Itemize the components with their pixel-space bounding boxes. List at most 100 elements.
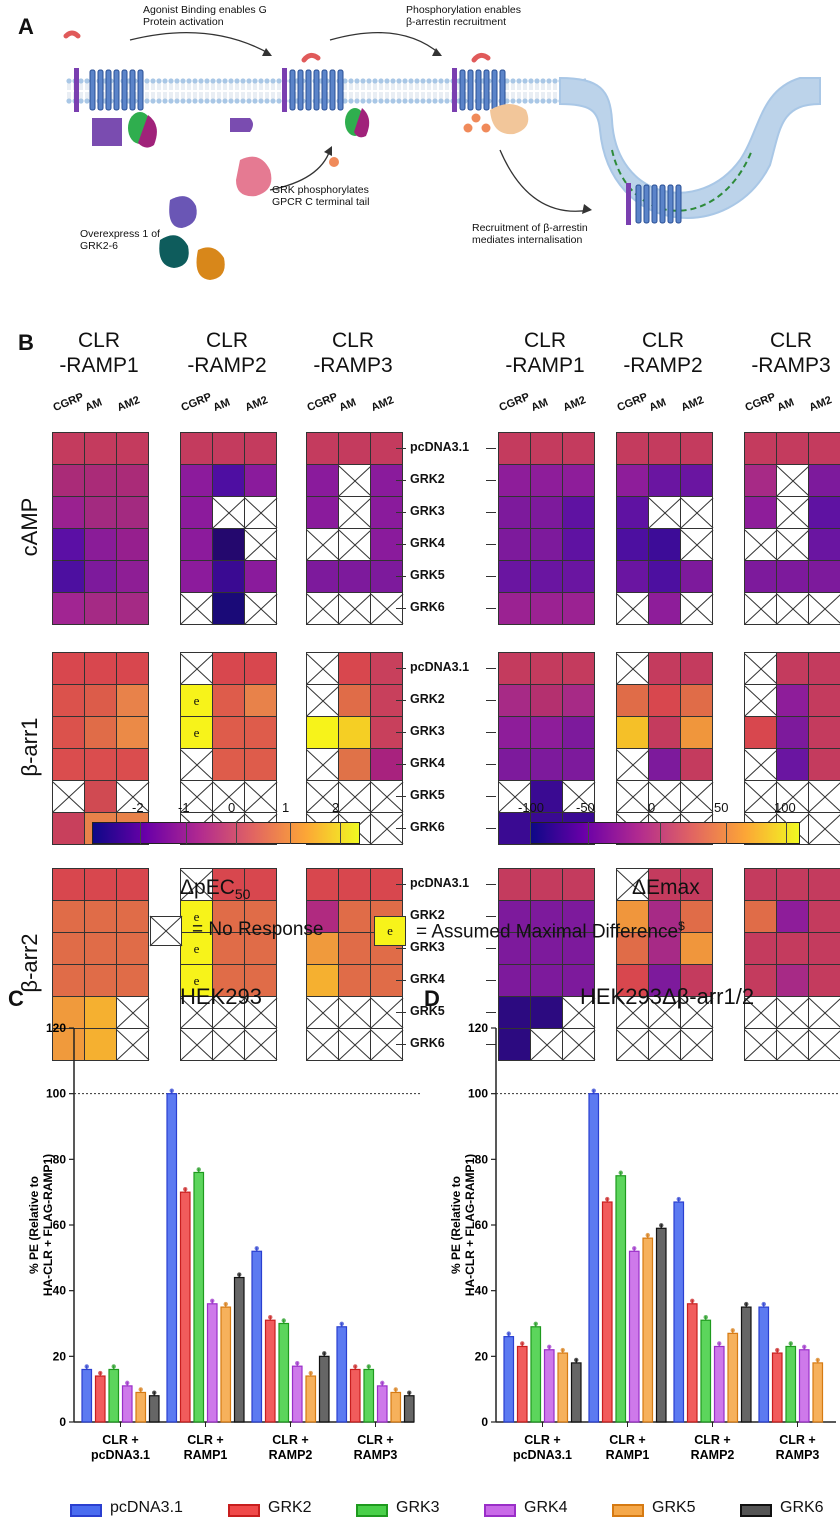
bar bbox=[220, 1306, 232, 1423]
data-point bbox=[645, 1232, 650, 1238]
row-tick bbox=[486, 732, 496, 733]
ligand-label: CGRP bbox=[305, 390, 340, 414]
row-tick bbox=[486, 1044, 496, 1045]
heatmap-cell bbox=[616, 716, 649, 749]
row-tick bbox=[396, 544, 406, 545]
heatmap-cell bbox=[244, 652, 277, 685]
ligand-bound-icon bbox=[301, 52, 321, 63]
colorbar-tick-mark bbox=[340, 822, 341, 844]
colorbar-tick-mark bbox=[786, 822, 787, 844]
y-tick-label: 40 bbox=[475, 1284, 489, 1298]
bar bbox=[349, 1368, 361, 1423]
colorbar-tick-label: -100 bbox=[518, 800, 545, 815]
heatmap-cell bbox=[530, 684, 563, 717]
heatmap-cell bbox=[52, 964, 85, 997]
colorbar-tick-mark bbox=[290, 822, 291, 844]
no-response-cell bbox=[338, 528, 371, 561]
data-point bbox=[520, 1341, 525, 1346]
bar bbox=[166, 1093, 178, 1423]
bar bbox=[615, 1175, 627, 1423]
heatmap-cell bbox=[648, 716, 681, 749]
panel-c-letter: C bbox=[8, 986, 24, 1011]
no-response-cell bbox=[116, 1028, 149, 1061]
heatmap-cell bbox=[808, 868, 840, 901]
heatmap-cell bbox=[808, 528, 840, 561]
category-label: CLR + bbox=[357, 1433, 393, 1447]
grk-row-label: GRK2 bbox=[410, 692, 445, 706]
grk-orange-icon bbox=[196, 247, 225, 280]
no-response-cell bbox=[648, 780, 681, 813]
data-point bbox=[98, 1370, 103, 1376]
no-response-cell bbox=[338, 780, 371, 813]
heatmap-cell bbox=[530, 900, 563, 933]
data-point bbox=[111, 1364, 116, 1369]
heatmap-cell bbox=[338, 900, 371, 933]
y-tick-label: 0 bbox=[59, 1415, 66, 1429]
arrow-recruit bbox=[499, 149, 591, 212]
arrow-grk bbox=[269, 149, 331, 191]
heatmap-cell bbox=[338, 868, 371, 901]
heatmap-cell bbox=[338, 684, 371, 717]
chart-d: % PE (Relative to HA-CLR + FLAG-RAMP1) 0 20… bbox=[449, 1021, 840, 1462]
heatmap-cell bbox=[680, 652, 713, 685]
no-response-cell bbox=[648, 496, 681, 529]
ligand-bound-icon-2 bbox=[471, 52, 491, 63]
heatmap-cell bbox=[84, 996, 117, 1029]
grk-row-label: GRK4 bbox=[410, 756, 445, 770]
heatmap-cell bbox=[776, 964, 809, 997]
heatmap-cell bbox=[498, 716, 531, 749]
data-point bbox=[393, 1387, 398, 1392]
y-tick-label: 80 bbox=[475, 1152, 489, 1166]
ligand-label: CGRP bbox=[179, 390, 214, 414]
bar bbox=[557, 1352, 569, 1423]
y-tick-label: 40 bbox=[53, 1284, 67, 1298]
complex-header: CLR -RAMP2 bbox=[623, 329, 703, 377]
heatmap-cell bbox=[84, 528, 117, 561]
no-response-cell bbox=[616, 780, 649, 813]
data-point bbox=[591, 1088, 596, 1093]
heatmap-cell bbox=[562, 964, 595, 997]
heatmap-cell bbox=[84, 464, 117, 497]
phosphate-icon bbox=[329, 157, 339, 167]
no-response-cell bbox=[808, 996, 840, 1029]
data-point bbox=[237, 1272, 242, 1277]
no-response-cell bbox=[244, 592, 277, 625]
heatmap-cell bbox=[776, 932, 809, 965]
legend-label: GRK2 bbox=[268, 1499, 312, 1516]
heatmap-cell bbox=[808, 964, 840, 997]
data-point bbox=[281, 1318, 286, 1323]
category-label: CLR + bbox=[524, 1433, 560, 1447]
heatmap-cell bbox=[84, 900, 117, 933]
legend-swatch bbox=[484, 1504, 516, 1517]
no-response-cell bbox=[744, 592, 777, 625]
category-label: RAMP3 bbox=[776, 1448, 820, 1462]
heatmap-cell bbox=[116, 684, 149, 717]
heatmap-cell bbox=[116, 932, 149, 965]
note-agonist: Agonist Binding enables G Protein activat… bbox=[143, 4, 267, 28]
chart-d-title: HEK293Δβ-arr1/2 bbox=[580, 984, 755, 1009]
data-point bbox=[802, 1344, 807, 1349]
heatmap-cell bbox=[116, 464, 149, 497]
heatmap-cell bbox=[808, 932, 840, 965]
heatmap-cell bbox=[616, 464, 649, 497]
data-point bbox=[152, 1390, 157, 1395]
y-axis-label: % PE (Relative to bbox=[449, 1176, 463, 1274]
no-response-cell bbox=[744, 748, 777, 781]
grk-row-label: GRK2 bbox=[410, 908, 445, 922]
panel-a-illustration bbox=[63, 30, 821, 280]
data-point bbox=[788, 1341, 793, 1346]
row-tick bbox=[396, 1012, 406, 1013]
row-tick bbox=[396, 668, 406, 669]
y-tick-label: 80 bbox=[53, 1152, 67, 1166]
heatmap-cell bbox=[498, 652, 531, 685]
heatmap-cell bbox=[244, 932, 277, 965]
grk-row-label: GRK3 bbox=[410, 940, 445, 954]
complex-header: CLR -RAMP1 bbox=[59, 329, 139, 377]
row-tick bbox=[486, 668, 496, 669]
row-tick bbox=[396, 448, 406, 449]
row-tick bbox=[396, 884, 406, 885]
panel-b-letter: B bbox=[18, 330, 34, 355]
bar bbox=[812, 1362, 824, 1423]
no-response-cell bbox=[680, 592, 713, 625]
colorbar-tick-mark bbox=[530, 822, 531, 844]
